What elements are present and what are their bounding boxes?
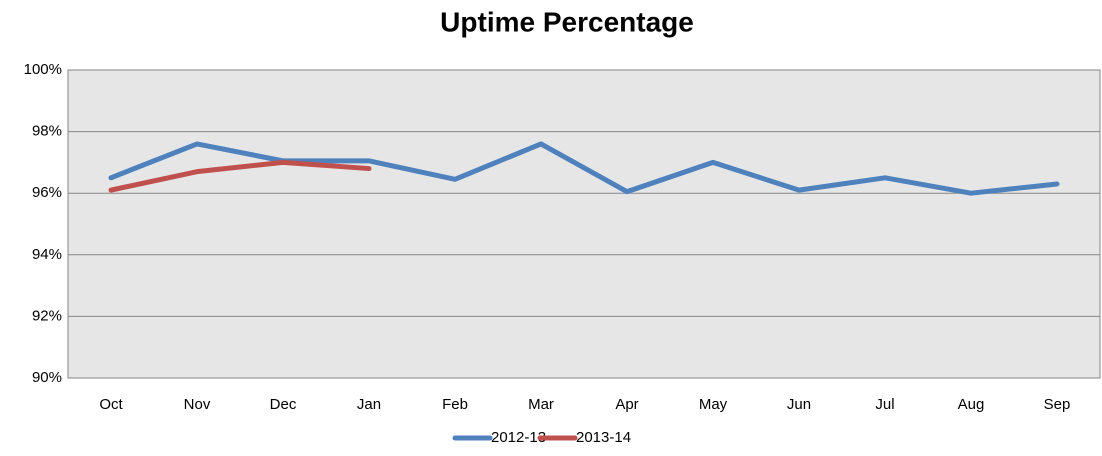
- y-tick-label: 92%: [32, 307, 62, 324]
- x-tick-label: Apr: [615, 396, 638, 413]
- x-tick-label: Nov: [184, 396, 211, 413]
- x-tick-label: Jul: [875, 396, 894, 413]
- y-tick-label: 90%: [32, 369, 62, 386]
- series-line: [108, 141, 1060, 196]
- plot-area: [67, 69, 1101, 379]
- x-tick-label: Oct: [99, 396, 123, 413]
- x-tick-label: Jan: [357, 396, 381, 413]
- x-tick-label: Aug: [958, 396, 985, 413]
- chart-title: Uptime Percentage: [440, 6, 694, 37]
- series-line: [108, 159, 372, 193]
- y-tick-label: 100%: [24, 61, 62, 78]
- x-tick-label: May: [699, 396, 728, 413]
- y-tick-label: 94%: [32, 246, 62, 263]
- y-tick-label: 98%: [32, 123, 62, 140]
- x-tick-label: Jun: [787, 396, 811, 413]
- y-tick-label: 96%: [32, 184, 62, 201]
- legend-label: 2013-14: [576, 429, 631, 446]
- x-tick-label: Dec: [270, 396, 297, 413]
- x-tick-label: Sep: [1044, 396, 1071, 413]
- x-tick-label: Mar: [528, 396, 554, 413]
- legend-label: 2012-13: [491, 429, 546, 446]
- x-tick-label: Feb: [442, 396, 468, 413]
